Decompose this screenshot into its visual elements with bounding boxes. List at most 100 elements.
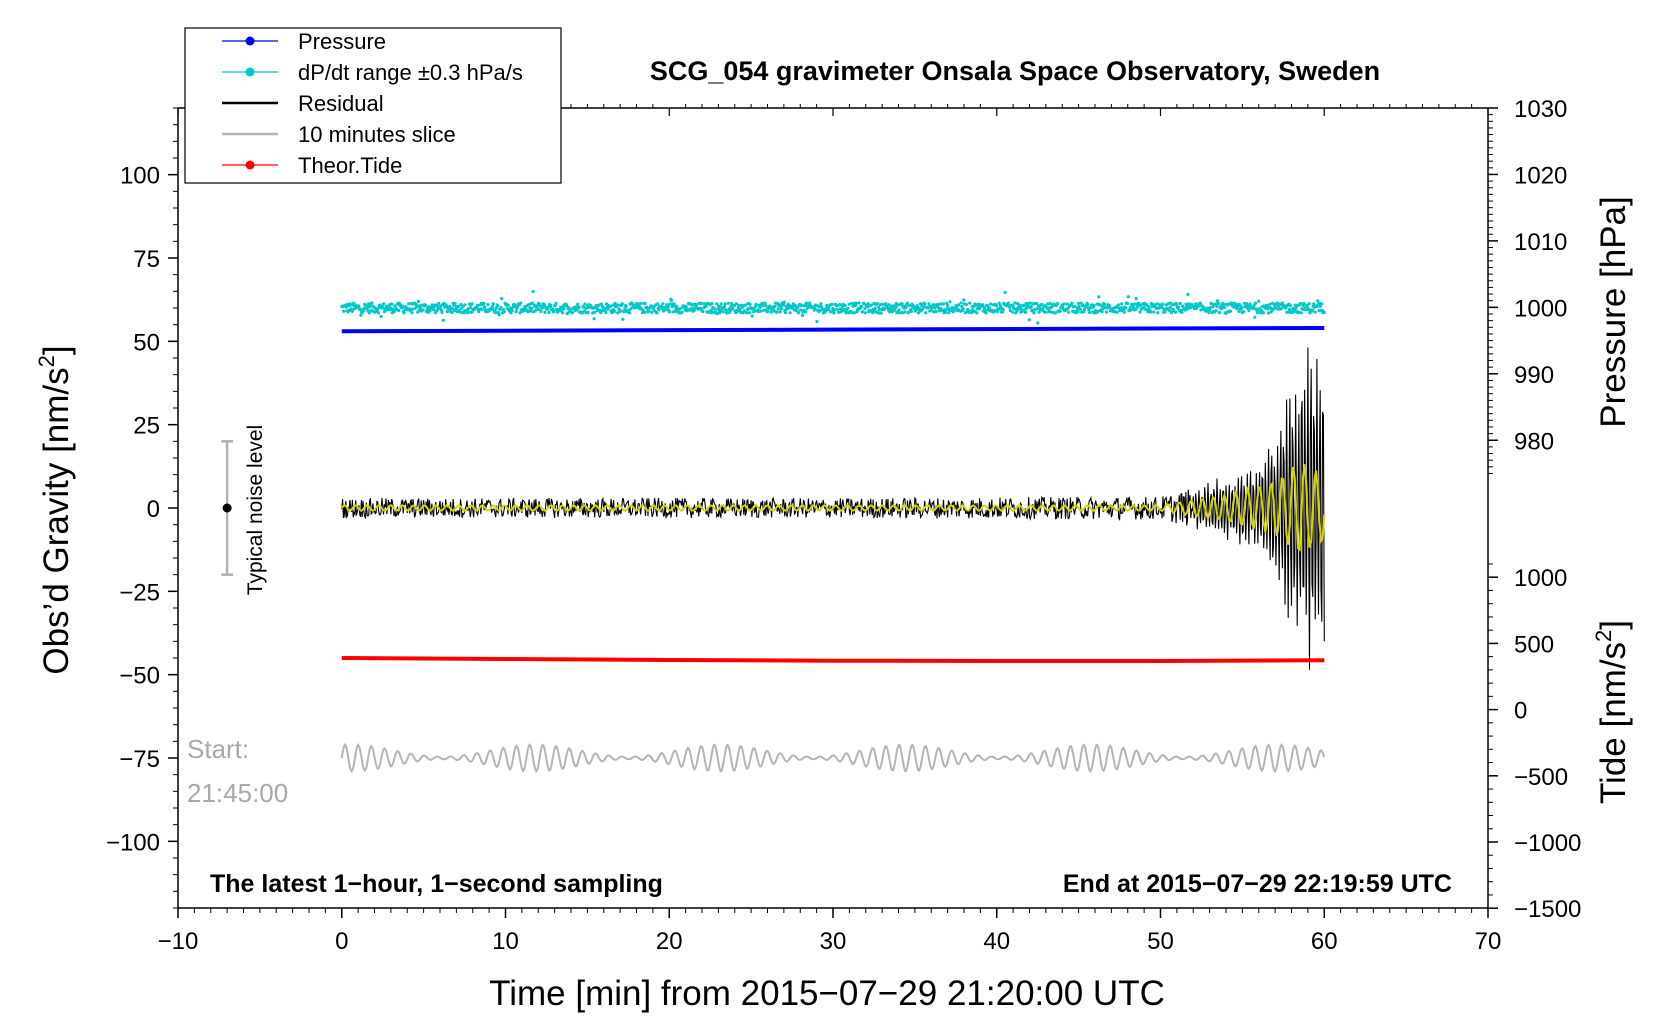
dpdt-point	[576, 302, 580, 306]
dpdt-point	[675, 304, 679, 308]
dpdt-point	[393, 304, 397, 308]
dpdt-point	[987, 306, 991, 310]
dpdt-point	[1161, 302, 1165, 306]
dpdt-point	[586, 310, 590, 315]
dpdt-point	[715, 312, 719, 316]
dpdt-point	[1001, 307, 1005, 312]
legend-label: 10 minutes slice	[298, 122, 456, 147]
dpdt-point	[1245, 302, 1249, 306]
tide-tick-label: −500	[1514, 764, 1568, 791]
dpdt-point	[808, 301, 812, 305]
dpdt-point	[863, 311, 868, 315]
dpdt-point	[1217, 301, 1221, 306]
dpdt-point	[1208, 306, 1212, 310]
dpdt-point	[704, 304, 708, 308]
dpdt-point	[747, 311, 752, 315]
pressure-axis-label: Pressure [hPa]	[1594, 196, 1633, 428]
legend-swatch-dot	[245, 36, 255, 46]
dpdt-point	[382, 302, 386, 306]
dpdt-point	[827, 307, 831, 312]
dpdt-point	[692, 308, 697, 312]
svg-text:Obs’d Gravity [nm/s2]: Obs’d Gravity [nm/s2]	[34, 345, 76, 674]
dpdt-point	[984, 311, 988, 315]
dpdt-point	[1302, 301, 1306, 305]
dpdt-point	[1146, 310, 1150, 314]
dpdt-point	[776, 307, 780, 311]
dpdt-point	[519, 301, 523, 305]
dpdt-point	[515, 305, 520, 309]
dpdt-point	[1265, 304, 1269, 308]
pressure-tick-label: 1000	[1514, 295, 1567, 322]
dpdt-point	[956, 303, 961, 307]
pressure-tick-label: 990	[1514, 362, 1554, 389]
dpdt-point	[1177, 305, 1181, 309]
dpdt-point	[1299, 301, 1303, 306]
dpdt-point	[1215, 304, 1219, 308]
y-tick-label: 25	[133, 413, 160, 440]
dpdt-point	[401, 304, 405, 308]
dpdt-point	[779, 307, 784, 311]
dpdt-point	[1185, 304, 1189, 308]
dpdt-point	[819, 302, 823, 306]
dpdt-point	[1101, 307, 1105, 311]
dpdt-point	[370, 301, 374, 305]
dpdt-point	[1310, 308, 1315, 312]
dpdt-point	[788, 311, 792, 315]
dpdt-point	[514, 310, 518, 314]
dpdt-point	[486, 303, 490, 307]
dpdt-point	[502, 310, 506, 314]
dpdt-point	[863, 306, 867, 311]
dpdt-point	[1163, 310, 1167, 314]
dpdt-point	[884, 302, 888, 306]
dpdt-point	[440, 310, 444, 315]
dpdt-point	[721, 310, 725, 314]
dpdt-point	[1156, 311, 1160, 315]
dpdt-point	[1147, 305, 1151, 309]
dpdt-point	[959, 301, 963, 305]
dpdt-point	[391, 307, 395, 311]
dpdt-point	[1034, 301, 1039, 305]
dpdt-point	[1223, 306, 1227, 310]
dpdt-point	[428, 308, 432, 313]
dpdt-point	[616, 303, 620, 307]
y-tick-label: 0	[147, 496, 160, 523]
dpdt-point	[800, 313, 805, 317]
dpdt-point	[1178, 301, 1182, 305]
dpdt-point	[1261, 311, 1265, 315]
dpdt-point	[1067, 310, 1071, 314]
x-tick-label: 50	[1147, 928, 1174, 955]
tide-axis-label-text: Tide [nm/s	[1594, 642, 1633, 804]
pressure-tick-label: 980	[1514, 428, 1554, 455]
dpdt-point	[1320, 302, 1324, 306]
dpdt-point	[1000, 310, 1005, 314]
dpdt-point	[1186, 292, 1190, 296]
dpdt-point	[730, 307, 735, 311]
dpdt-point	[1010, 310, 1014, 314]
dpdt-point	[1099, 304, 1103, 308]
y-axis-label: Obs’d Gravity [nm/s2]	[34, 345, 76, 674]
tide-tick-label: −1500	[1514, 896, 1581, 923]
dpdt-point	[1169, 311, 1174, 315]
dpdt-point	[494, 311, 498, 315]
dpdt-point	[549, 303, 553, 307]
dpdt-point	[1062, 302, 1066, 306]
dpdt-point	[1116, 303, 1120, 307]
x-tick-label: 30	[820, 928, 847, 955]
dpdt-point	[907, 304, 912, 308]
dpdt-point	[1316, 299, 1320, 303]
dpdt-point	[359, 313, 363, 317]
x-tick-label: 0	[335, 928, 348, 955]
dpdt-point	[748, 302, 752, 306]
dpdt-point	[839, 310, 843, 314]
dpdt-point	[1307, 302, 1311, 306]
pressure-tick-label: 1010	[1514, 229, 1567, 256]
dpdt-point	[643, 302, 647, 306]
dpdt-point	[570, 311, 575, 315]
dpdt-point	[431, 308, 436, 312]
x-tick-label: −10	[158, 928, 199, 955]
dpdt-point	[1073, 304, 1077, 308]
dpdt-point	[699, 301, 703, 305]
dpdt-point	[470, 302, 474, 306]
dpdt-point	[904, 305, 908, 309]
dpdt-point	[1115, 310, 1119, 314]
